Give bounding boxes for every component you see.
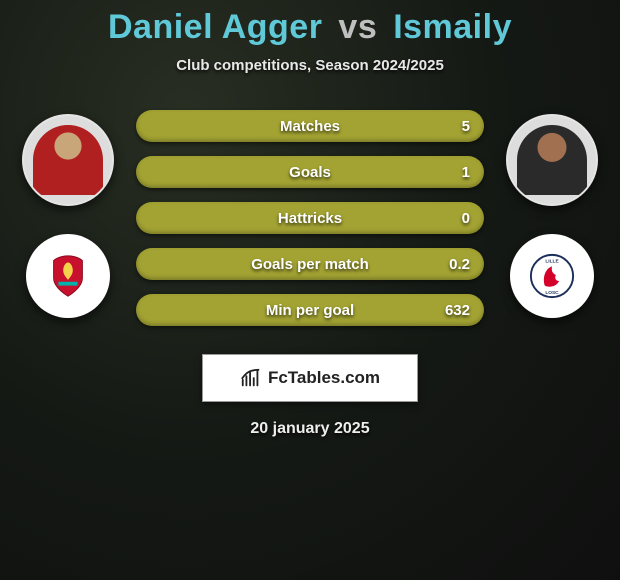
stat-bar-min-per-goal: Min per goal 632 xyxy=(136,294,484,326)
svg-text:LILLE: LILLE xyxy=(545,259,558,265)
stat-value-right: 5 xyxy=(462,118,470,135)
stat-bar-matches: Matches 5 xyxy=(136,110,484,142)
lille-crest-icon: LILLE LOSC xyxy=(528,252,576,300)
stat-value-right: 1 xyxy=(462,164,470,181)
player2-club-crest: LILLE LOSC xyxy=(510,234,594,318)
logo-main: Tables xyxy=(288,368,341,387)
stat-bars: Matches 5 Goals 1 Hattricks 0 Goals per … xyxy=(136,108,484,326)
stat-value-right: 632 xyxy=(445,302,470,319)
stat-label: Hattricks xyxy=(278,210,342,227)
left-column xyxy=(18,108,118,318)
right-column: LILLE LOSC xyxy=(502,108,602,318)
stat-value-right: 0.2 xyxy=(449,256,470,273)
stat-label: Matches xyxy=(280,118,340,135)
logo-suffix: .com xyxy=(340,368,380,387)
stat-bar-hattricks: Hattricks 0 xyxy=(136,202,484,234)
stat-bar-goals-per-match: Goals per match 0.2 xyxy=(136,248,484,280)
vs-separator: vs xyxy=(338,8,377,46)
source-logo: FcTables.com xyxy=(202,354,418,402)
subtitle: Club competitions, Season 2024/2025 xyxy=(0,57,620,74)
source-logo-text: FcTables.com xyxy=(268,368,380,388)
player2-silhouette xyxy=(517,125,587,195)
player2-avatar xyxy=(506,114,598,206)
player1-club-crest xyxy=(26,234,110,318)
logo-prefix: Fc xyxy=(268,368,288,387)
liverpool-crest-icon xyxy=(44,252,92,300)
fctables-icon xyxy=(240,367,262,389)
stat-bar-goals: Goals 1 xyxy=(136,156,484,188)
stat-label: Min per goal xyxy=(266,302,354,319)
stat-label: Goals per match xyxy=(251,256,369,273)
player1-name: Daniel Agger xyxy=(108,8,322,46)
stat-label: Goals xyxy=(289,164,331,181)
player2-name: Ismaily xyxy=(393,8,512,46)
player1-avatar xyxy=(22,114,114,206)
player1-silhouette xyxy=(33,125,103,195)
comparison-title: Daniel Agger vs Ismaily xyxy=(0,8,620,47)
svg-text:LOSC: LOSC xyxy=(545,290,559,296)
stat-value-right: 0 xyxy=(462,210,470,227)
snapshot-date: 20 january 2025 xyxy=(0,420,620,438)
